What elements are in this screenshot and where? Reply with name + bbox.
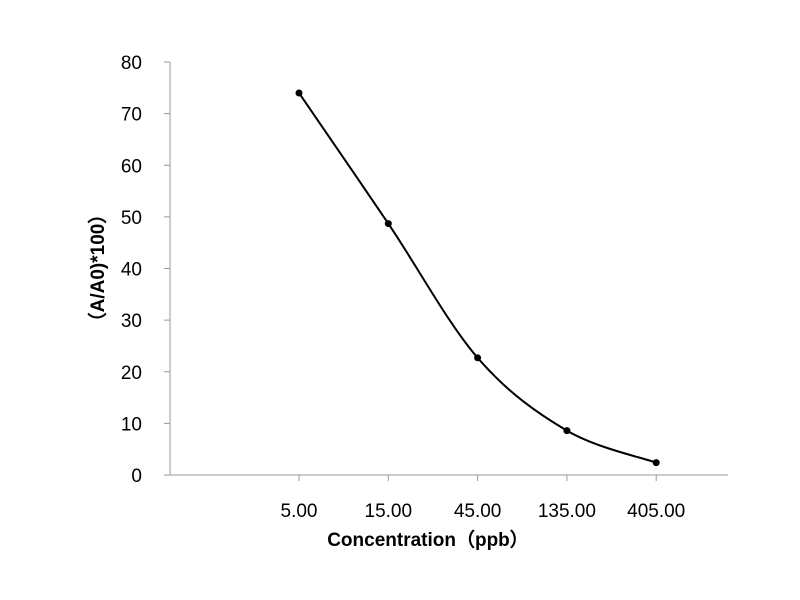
x-ticks: 5.00 15.00 45.00 135.00 405.00 — [281, 475, 685, 522]
data-point — [474, 354, 482, 362]
y-tick-label: 10 — [121, 414, 142, 435]
data-point — [652, 459, 660, 467]
y-tick-label: 0 — [131, 466, 142, 487]
x-tick-label: 45.00 — [454, 501, 502, 522]
y-tick-label: 50 — [121, 208, 142, 229]
data-points — [295, 89, 660, 467]
x-tick-label: 135.00 — [538, 501, 596, 522]
x-tick-label: 15.00 — [365, 501, 413, 522]
x-tick-label: 5.00 — [281, 501, 318, 522]
x-axis-title: Concentration（ppb） — [327, 528, 529, 551]
axes — [169, 62, 728, 476]
data-point — [563, 427, 571, 435]
series-line — [298, 92, 657, 464]
y-tick-label: 20 — [121, 363, 142, 384]
data-point — [295, 89, 303, 97]
y-ticks: 0 10 20 30 40 50 60 70 80 — [121, 53, 170, 487]
y-tick-label: 60 — [121, 156, 142, 177]
y-tick-label: 70 — [121, 105, 142, 126]
y-tick-label: 30 — [121, 311, 142, 332]
y-tick-label: 40 — [121, 260, 142, 281]
x-tick-label: 405.00 — [627, 501, 685, 522]
y-axis-title: （A/A0)*100） — [86, 205, 109, 332]
data-point — [384, 220, 392, 228]
y-tick-label: 80 — [121, 53, 142, 74]
